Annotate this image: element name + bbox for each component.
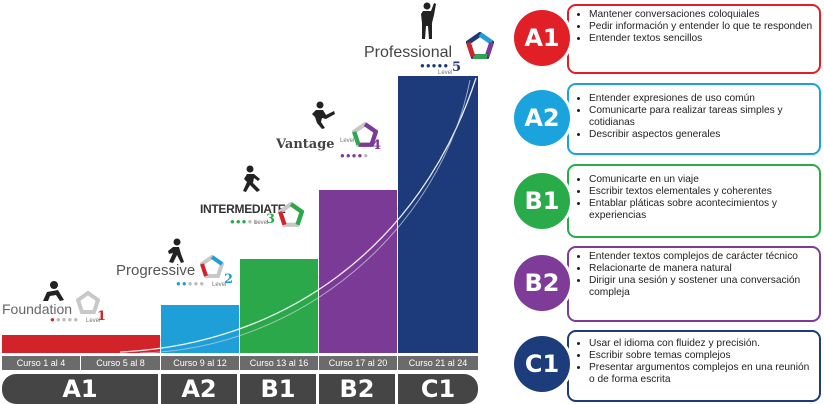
card-a1: Mantener conversaciones coloquiales Pedi… (567, 4, 821, 74)
stage-name-progressive: Progressive (116, 262, 196, 279)
level-number-5: 5 (452, 60, 462, 75)
bar-c1 (398, 76, 478, 353)
course-label-5: Curso 17 al 20 (319, 356, 397, 370)
bar-b2 (319, 190, 397, 353)
card-c1-list: Usar el idioma con fluidez y precisión. … (569, 332, 819, 389)
list-item: Usar el idioma con fluidez y precisión. (589, 338, 813, 350)
level-number-2: 2 (224, 272, 234, 287)
card-b2: Entender textos complejos de carácter té… (567, 246, 821, 322)
walking-person-icon (168, 238, 184, 263)
course-label-2: Curso 5 al 8 (81, 356, 160, 370)
stage-name-intermediate: INTERMEDIATE (200, 202, 286, 216)
list-item: Comunicarte en un viaje (589, 174, 813, 186)
level-badge-c1: C1 (514, 336, 570, 392)
level-label-c1: C1 (398, 374, 478, 404)
level-word-4: Level (340, 138, 355, 144)
crawling-person-icon (43, 281, 64, 301)
course-label-4: Curso 13 al 16 (240, 356, 318, 370)
level-dots-4: ●●●●● (340, 151, 370, 160)
card-a2-list: Entender expresiones de uso común Comuni… (569, 85, 819, 144)
card-a1-list: Mantener conversaciones coloquiales Pedi… (569, 6, 819, 48)
running-person-icon (243, 165, 260, 192)
bar-a2 (161, 305, 239, 353)
card-c1: Usar el idioma con fluidez y precisión. … (567, 330, 821, 402)
level-badge-b1: B1 (514, 173, 570, 229)
stage-name-foundation: Foundation (2, 301, 73, 317)
pentagon-logo-icon (76, 291, 100, 314)
pentagon-logo-icon (200, 255, 224, 278)
curve-overlay (139, 79, 471, 354)
level-label-a2: A2 (161, 374, 237, 404)
level-word-5: Level (438, 70, 453, 76)
level-badge-a2: A2 (514, 90, 570, 146)
list-item: Mantener conversaciones coloquiales (589, 9, 813, 21)
pentagon-logo-icon (278, 202, 304, 227)
level-number-3: 3 (266, 212, 276, 227)
list-item: Describir aspectos generales (589, 129, 813, 141)
level-label-b1: B1 (240, 374, 316, 404)
level-number-4: 4 (372, 138, 382, 153)
list-item: Escribir sobre temas complejos (589, 350, 813, 362)
course-label-3: Curso 9 al 12 (161, 356, 239, 370)
card-b2-list: Entender textos complejos de carácter té… (569, 248, 819, 302)
kicking-person-icon (312, 101, 335, 129)
list-item: Relacionarte de manera natural (589, 263, 813, 275)
list-item: Dirigir una sesión y sostener una conver… (589, 275, 813, 299)
list-item: Pedir información y entender lo que te r… (589, 21, 813, 33)
level-word-3: Level (254, 220, 269, 226)
stage-name-professional: Professional (364, 44, 453, 61)
level-dots-2: ●●●●● (176, 279, 206, 288)
level-label-a1: A1 (2, 374, 158, 404)
stage-name-vantage: Vantage (276, 137, 335, 152)
card-b1-list: Comunicarte en un viaje Escribir textos … (569, 166, 819, 225)
list-item: Escribir textos elementales y coherentes (589, 186, 813, 198)
level-dots-5: ●●●●● (420, 61, 450, 70)
bar-a1 (2, 335, 160, 353)
standing-person-icon (421, 2, 436, 39)
list-item: Entender expresiones de uso común (589, 93, 813, 105)
list-item: Entender textos sencillos (589, 33, 813, 45)
level-badge-a1: A1 (514, 10, 570, 66)
level-word-1: Level (86, 318, 101, 324)
list-item: Presentar argumentos complejos en una re… (589, 362, 813, 386)
level-badge-b2: B2 (514, 255, 570, 311)
pentagon-logo-icon (466, 32, 494, 59)
card-a2: Entender expresiones de uso común Comuni… (567, 83, 821, 155)
list-item: Entablar pláticas sobre acontecimientos … (589, 198, 813, 222)
level-label-b2: B2 (319, 374, 395, 404)
course-label-6: Curso 21 al 24 (398, 356, 478, 370)
list-item: Entender textos complejos de carácter té… (589, 251, 813, 263)
card-b1: Comunicarte en un viaje Escribir textos … (567, 164, 821, 238)
level-dots-3: ●●●●● (230, 217, 260, 226)
level-number-1: 1 (97, 309, 107, 324)
list-item: Comunicarte para realizar tareas simples… (589, 105, 813, 129)
pentagon-logo-icon (352, 122, 378, 147)
course-label-1: Curso 1 al 4 (2, 356, 80, 370)
level-word-2: Level (212, 282, 227, 288)
level-dots-1: ●●●●● (50, 315, 80, 324)
